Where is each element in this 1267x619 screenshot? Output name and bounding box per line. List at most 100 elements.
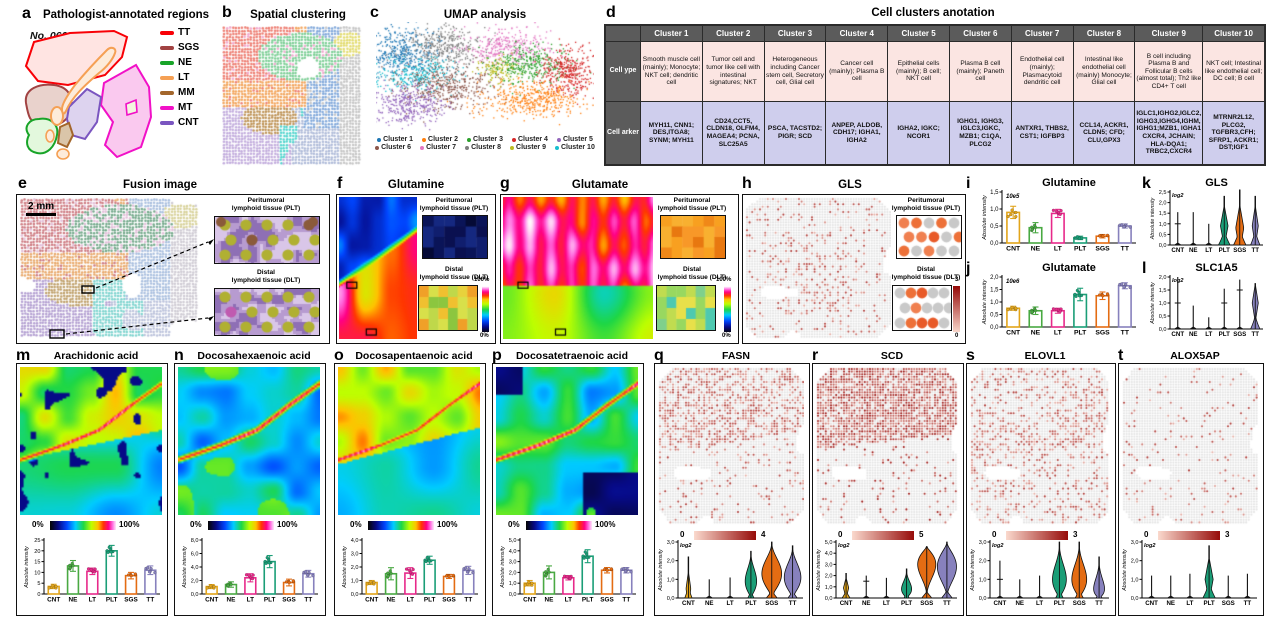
panel-b-title: Spatial clustering: [250, 9, 346, 21]
svg-text:NE: NE: [1015, 600, 1024, 607]
svg-text:1,0: 1,0: [509, 581, 517, 587]
region-legend-label: SGS: [178, 42, 200, 53]
cluster-header: Cluster 3: [764, 26, 826, 41]
svg-text:1,0: 1,0: [990, 207, 999, 213]
svg-text:LT: LT: [565, 597, 572, 604]
svg-text:TT: TT: [1244, 600, 1252, 607]
svg-text:Absolute intensity: Absolute intensity: [500, 546, 506, 589]
colorbar: [1006, 531, 1068, 540]
svg-text:2,0: 2,0: [191, 579, 199, 585]
cluster-header: Cluster 4: [826, 26, 888, 41]
panel-m-label: m: [16, 347, 31, 364]
svg-text:PLT: PLT: [424, 597, 436, 604]
cluster-color-dot: [465, 145, 470, 150]
colorbar-max: 100%: [277, 520, 298, 529]
panel-t-label: t: [1118, 347, 1124, 364]
colorbar: [208, 521, 274, 530]
svg-text:0,0: 0,0: [351, 592, 359, 598]
cell-clusters-table: Cluster 1 Cluster 2 Cluster 3 Cluster 4 Clus…: [604, 24, 1266, 166]
cluster-color-dot: [420, 145, 425, 150]
cluster-color-dot: [375, 145, 380, 150]
svg-text:1,0: 1,0: [1159, 222, 1167, 228]
svg-text:Absolute intensity: Absolute intensity: [342, 546, 348, 589]
svg-text:4,0: 4,0: [191, 565, 199, 571]
svg-text:CNT: CNT: [205, 597, 218, 604]
umap-legend-item: Cluster 7: [420, 144, 456, 151]
colorbar-max: 100%: [716, 277, 732, 283]
panel-t-title: ALOX5AP: [1170, 350, 1220, 362]
dlt-inset-title: Distal lymphoid tissue (DLT): [231, 269, 301, 284]
cell-marker-cell: MYH11, CNN1; DES,ITGA8; SYNM; MYH11: [641, 102, 702, 164]
cell-marker-cell: ANTXR1, THBS2, CST1; IGFBP3: [1011, 102, 1073, 164]
svg-text:Absolute intensity: Absolute intensity: [658, 549, 664, 592]
panel-s-label: s: [966, 347, 975, 364]
svg-text:CNT: CNT: [47, 597, 60, 604]
panel-o-title: Docosapentaenoic acid: [355, 350, 473, 362]
svg-text:2,0: 2,0: [990, 275, 999, 281]
svg-text:GLS: GLS: [1205, 177, 1228, 189]
svg-text:PLT: PLT: [1074, 246, 1087, 253]
svg-text:2,0: 2,0: [825, 574, 833, 580]
colorbar-min: 0%: [480, 333, 489, 339]
svg-text:PLT: PLT: [1074, 330, 1087, 337]
svg-text:log2: log2: [1144, 543, 1156, 549]
svg-text:PLT: PLT: [745, 600, 756, 607]
region-legend-label: CNT: [178, 117, 199, 128]
colorbar: [852, 531, 914, 540]
svg-text:0,0: 0,0: [979, 596, 987, 602]
row-header-cell-type: Cell ype: [606, 42, 640, 101]
svg-text:2,0: 2,0: [1131, 559, 1139, 565]
umap-legend: Cluster 1 Cluster 2 Cluster 3 Cluster 4 Clus…: [370, 135, 600, 151]
svg-text:CNT: CNT: [1006, 246, 1021, 253]
r-spatial-map: [816, 367, 958, 525]
annotated-regions-drawing: [24, 29, 153, 160]
cell-type-cell: Epithelial cells (mainly); B cell; NKT c…: [888, 42, 949, 101]
o-msi-map: [338, 367, 480, 515]
s-spatial-map: [970, 367, 1110, 525]
region-legend-label: LT: [178, 72, 190, 83]
svg-text:Absolute intensity: Absolute intensity: [1150, 282, 1156, 325]
umap-legend-item: Cluster 4: [511, 136, 548, 143]
svg-text:1,0: 1,0: [1131, 577, 1139, 583]
svg-text:PLT: PLT: [1203, 600, 1214, 607]
plt-inset-title: Peritumoral lymphoid tissue (PLT): [419, 197, 489, 212]
svg-text:CNT: CNT: [1006, 330, 1021, 337]
panel-m-title: Arachidonic acid: [53, 350, 139, 362]
colorbar-min: 0: [680, 530, 685, 539]
svg-text:SGS: SGS: [1222, 600, 1235, 607]
svg-text:Absolute intensity: Absolute intensity: [182, 546, 188, 589]
svg-text:0,5: 0,5: [1159, 232, 1167, 238]
colorbar-max: 100%: [595, 520, 616, 529]
svg-text:PLT: PLT: [1219, 247, 1230, 254]
svg-text:8,0: 8,0: [191, 538, 199, 544]
svg-text:LT: LT: [1186, 600, 1193, 607]
svg-text:2,0: 2,0: [1159, 201, 1167, 207]
umap-legend-item: Cluster 9: [510, 144, 546, 151]
umap-legend-item: Cluster 3: [467, 136, 503, 143]
umap-legend-item: Cluster 2: [422, 136, 458, 143]
panel-r-label: r: [812, 347, 819, 364]
cluster-header: Cluster 1: [641, 26, 702, 41]
cluster-header: Cluster 5: [888, 26, 949, 41]
plt-inset-title: Peritumoral lymphoid tissue (PLT): [231, 197, 301, 212]
svg-text:4,0: 4,0: [509, 549, 517, 555]
svg-text:SGS: SGS: [442, 597, 456, 604]
svg-text:TT: TT: [146, 597, 154, 604]
plt-inset-spots: [896, 215, 962, 259]
dlt-inset-title: Distal lymphoid tissue (DLT): [419, 266, 489, 281]
region-legend-item: MM: [160, 88, 199, 98]
colorbar-min: 0: [1144, 530, 1149, 539]
svg-text:6,0: 6,0: [191, 552, 199, 558]
region-color-swatch: [160, 31, 174, 35]
svg-text:1,5: 1,5: [990, 190, 999, 196]
colorbar: [724, 286, 731, 332]
svg-text:TT: TT: [464, 597, 472, 604]
cell-type-cell: Endothelial cell (mainly); Plasmacytoid …: [1011, 42, 1073, 101]
svg-text:NE: NE: [1031, 246, 1041, 253]
